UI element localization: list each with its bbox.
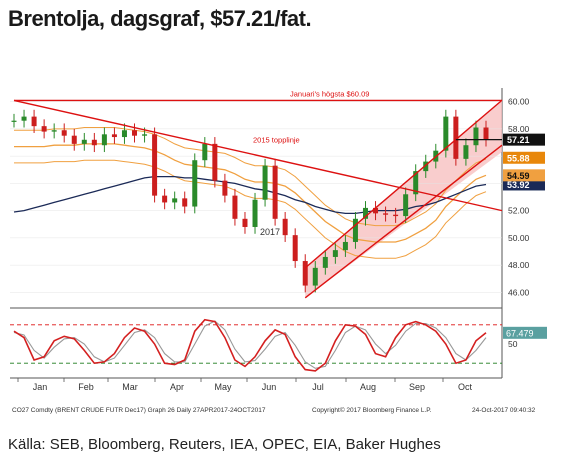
price-candle <box>373 207 379 214</box>
price-candle <box>312 267 318 286</box>
price-candle <box>483 127 489 140</box>
price-tick-label: 46.00 <box>508 287 530 297</box>
tag-stoch-bg <box>503 326 547 339</box>
price-candle <box>473 127 479 146</box>
price-candle <box>172 198 178 203</box>
price-candle <box>142 134 148 136</box>
price-candle <box>443 116 449 151</box>
chart-title: Brentolja, dagsgraf, $57.21/fat. <box>8 6 312 31</box>
price-candle <box>91 139 97 146</box>
price-candle <box>383 213 389 215</box>
price-candle <box>71 135 77 144</box>
price-candle <box>242 218 248 227</box>
price-candle <box>11 120 17 122</box>
price-candle <box>212 143 218 181</box>
price-candle <box>21 116 27 121</box>
source-note: Källa: SEB, Bloomberg, Reuters, IEA, OPE… <box>8 436 441 453</box>
tag-ma-band-bg <box>503 169 545 182</box>
tag-ma-200: 53.92 <box>507 180 530 190</box>
price-candle <box>31 116 37 127</box>
month-label: Sep <box>409 382 425 392</box>
price-candle <box>413 171 419 195</box>
price-candle <box>152 134 158 196</box>
footer-left: CO27 Comdty (BRENT CRUDE FUTR Dec17) Gra… <box>12 407 266 414</box>
price-candle <box>282 218 288 236</box>
price-candle <box>423 161 429 172</box>
price-candle <box>202 143 208 161</box>
year-label: 2017 <box>260 227 280 237</box>
price-candle <box>121 130 127 138</box>
annotation-jan-high: Januari's högsta $60.09 <box>290 89 369 98</box>
price-candle <box>292 235 298 262</box>
annotation-topline: 2015 topplinje <box>253 136 300 145</box>
tag-orange-ma: 55.88 <box>507 153 530 163</box>
month-label: Jul <box>312 382 324 392</box>
price-candle <box>352 218 358 242</box>
month-label: Oct <box>458 382 473 392</box>
chart-area: 46.0048.0050.0052.0054.0056.0058.0060.00… <box>10 88 547 414</box>
price-candle <box>403 194 409 217</box>
month-label: Mar <box>122 382 138 392</box>
topline-2015 <box>13 99 503 212</box>
channel-upper-line <box>304 99 503 269</box>
price-candle <box>192 160 198 207</box>
price-candle <box>322 256 328 268</box>
price-candle <box>332 250 338 257</box>
price-candle <box>232 195 238 219</box>
month-label: Apr <box>170 382 184 392</box>
price-candle <box>51 130 57 132</box>
price-tick-label: 50.00 <box>508 233 530 243</box>
tag-last-price-bg <box>503 133 545 146</box>
footer-center: Copyright© 2017 Bloomberg Finance L.P. <box>312 406 432 414</box>
price-candle <box>182 198 188 207</box>
stoch-k-line <box>13 318 487 372</box>
price-candle <box>463 145 469 159</box>
price-candle <box>362 207 368 219</box>
tag-orange-ma-bg <box>503 151 545 164</box>
tag-ma-band: 54.59 <box>507 171 530 181</box>
ma-band-upper-line <box>14 127 487 227</box>
channel-lower-line <box>304 144 503 299</box>
price-candle <box>101 134 107 146</box>
price-candle <box>262 165 268 200</box>
price-candle <box>393 214 399 217</box>
month-label: May <box>214 382 232 392</box>
price-tick-label: 58.00 <box>508 124 530 134</box>
price-candle <box>222 180 228 196</box>
price-candle <box>61 130 67 136</box>
price-candle <box>111 134 117 138</box>
month-label: Jan <box>33 382 48 392</box>
stoch-tick-label: 50 <box>508 339 518 349</box>
price-candle <box>302 261 308 286</box>
price-candle <box>41 126 47 132</box>
price-candle <box>272 165 278 219</box>
stoch-panel <box>10 310 502 378</box>
price-tick-label: 48.00 <box>508 260 530 270</box>
tag-stoch: 67.479 <box>506 328 534 338</box>
footer-right: 24-Oct-2017 09:40:32 <box>472 407 536 414</box>
price-candle <box>342 241 348 251</box>
tag-last-price: 57.21 <box>507 135 530 145</box>
price-candle <box>81 139 87 144</box>
price-candle <box>252 199 258 227</box>
price-candle <box>162 195 168 203</box>
price-candle <box>132 130 138 136</box>
month-label: Aug <box>360 382 376 392</box>
month-label: Feb <box>78 382 94 392</box>
price-candle <box>453 116 459 159</box>
ma-band-lower-line <box>14 159 487 259</box>
price-tick-label: 60.00 <box>508 97 530 107</box>
tag-ma-200-bg <box>503 178 545 191</box>
month-label: Jun <box>262 382 277 392</box>
price-tick-label: 52.00 <box>508 206 530 216</box>
